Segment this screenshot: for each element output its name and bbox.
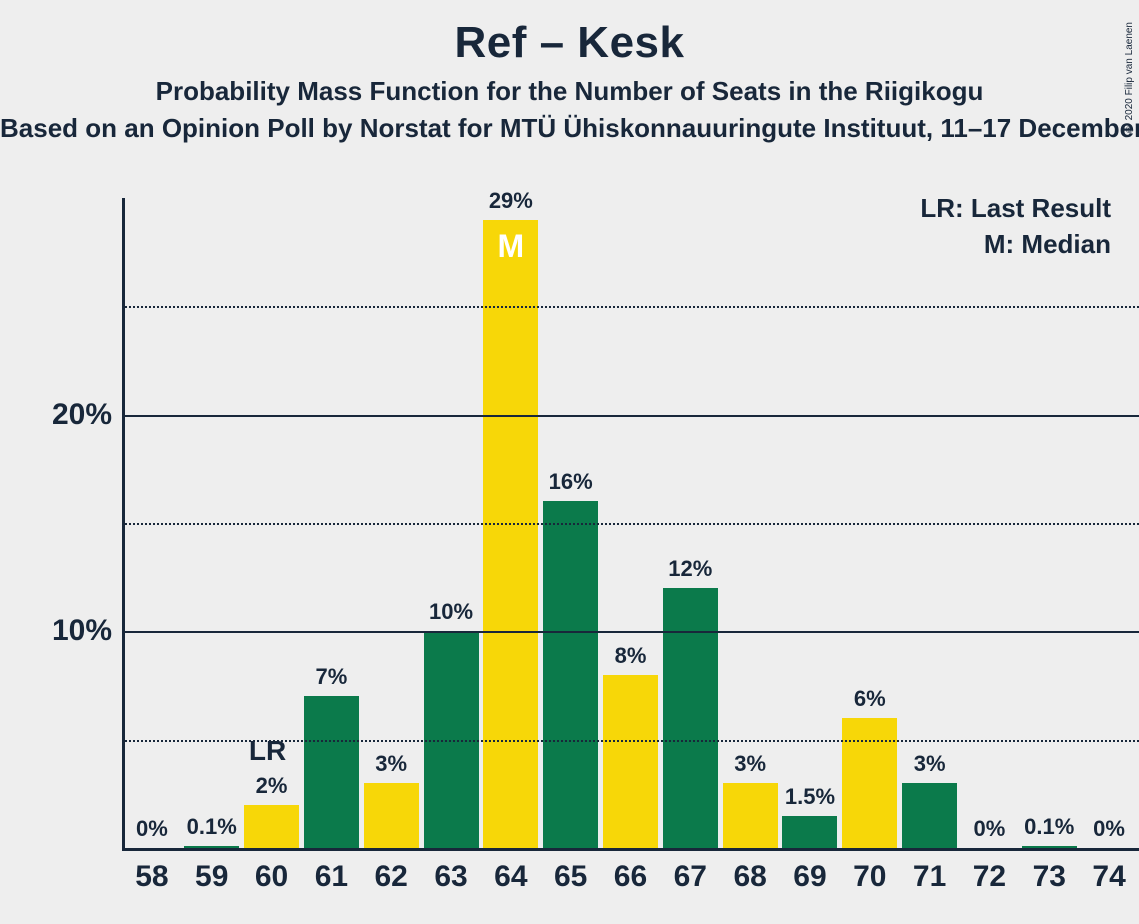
x-tick-label: 62 (361, 860, 421, 894)
bar: 12% (663, 588, 718, 848)
bar-value-label: 3% (364, 751, 419, 783)
bar-value-label: 8% (603, 643, 658, 675)
bar-value-label: 3% (723, 751, 778, 783)
bar: 2% (244, 805, 299, 848)
gridline-minor (122, 306, 1139, 308)
bar: 8% (603, 675, 658, 848)
bar-value-label: 3% (902, 751, 957, 783)
bar-value-label: 12% (663, 556, 718, 588)
x-tick-label: 65 (541, 860, 601, 894)
bar-value-label: 0.1% (1022, 814, 1077, 846)
x-axis (122, 848, 1139, 851)
x-tick-label: 63 (421, 860, 481, 894)
x-tick-label: 61 (301, 860, 361, 894)
gridline-major (122, 415, 1139, 417)
bar-value-label: 0% (962, 816, 1017, 848)
x-tick-label: 72 (960, 860, 1020, 894)
bar-value-label: 16% (543, 469, 598, 501)
bar-value-label: 29% (483, 188, 538, 220)
chart-title: Ref – Kesk (0, 18, 1139, 68)
x-tick-label: 66 (601, 860, 661, 894)
median-mark: M (483, 220, 538, 265)
bar-value-label: 0.1% (184, 814, 239, 846)
bar: 16% (543, 501, 598, 848)
chart-area: 0%0.1%2%7%3%10%29%M16%8%12%3%1.5%6%3%0%0… (20, 188, 1119, 908)
bar-value-label: 10% (424, 599, 479, 631)
bar-value-label: 7% (304, 664, 359, 696)
bar-value-label: 1.5% (782, 784, 837, 816)
x-tick-label: 73 (1019, 860, 1079, 894)
bar: 29%M (483, 220, 538, 848)
x-tick-label: 67 (660, 860, 720, 894)
bar: 0.1% (184, 846, 239, 848)
bar: 1.5% (782, 816, 837, 849)
x-tick-label: 68 (720, 860, 780, 894)
gridline-major (122, 631, 1139, 633)
x-tick-label: 70 (840, 860, 900, 894)
x-tick-label: 60 (242, 860, 302, 894)
bar-value-label: 0% (124, 816, 179, 848)
copyright-text: © 2020 Filip van Laenen (1124, 22, 1135, 134)
bar: 6% (842, 718, 897, 848)
y-tick-label: 20% (20, 398, 112, 432)
bar: 7% (304, 696, 359, 848)
bar: 3% (902, 783, 957, 848)
x-tick-label: 58 (122, 860, 182, 894)
bar-value-label: 6% (842, 686, 897, 718)
bar-value-label: 2% (244, 773, 299, 805)
x-tick-label: 59 (182, 860, 242, 894)
y-tick-label: 10% (20, 614, 112, 648)
bar-value-label: 0% (1082, 816, 1137, 848)
chart-subsubtitle: Based on an Opinion Poll by Norstat for … (0, 113, 1139, 144)
x-tick-label: 74 (1079, 860, 1139, 894)
chart-subtitle: Probability Mass Function for the Number… (0, 76, 1139, 107)
bar: 3% (364, 783, 419, 848)
gridline-minor (122, 523, 1139, 525)
lr-label: LR (240, 735, 295, 767)
x-tick-label: 71 (900, 860, 960, 894)
bar: 0.1% (1022, 846, 1077, 848)
bar: 3% (723, 783, 778, 848)
x-tick-label: 64 (481, 860, 541, 894)
x-tick-label: 69 (780, 860, 840, 894)
